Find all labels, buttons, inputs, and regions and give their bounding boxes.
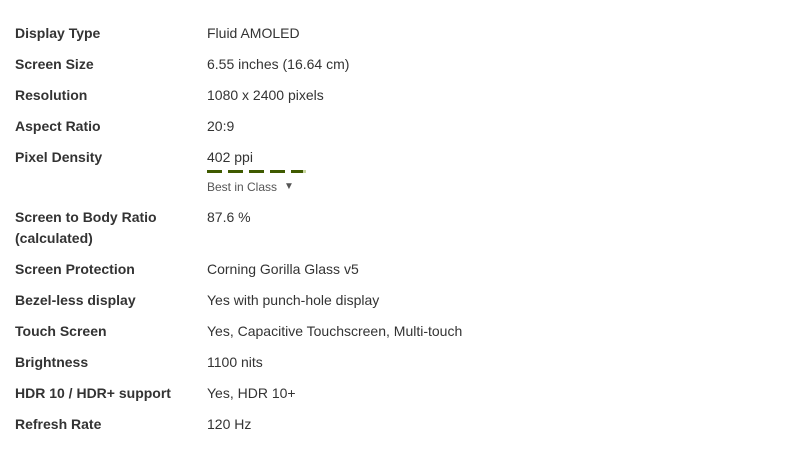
spec-value: 87.6 % — [207, 209, 251, 225]
rating-segment — [207, 169, 222, 173]
spec-row-screen-to-body: Screen to Body Ratio (calculated) 87.6 % — [15, 207, 797, 249]
spec-row-bezel-less: Bezel-less display Yes with punch-hole d… — [15, 290, 797, 311]
spec-label: Screen to Body Ratio (calculated) — [15, 209, 157, 246]
best-in-class-dropdown[interactable]: Best in Class ▼ — [207, 179, 294, 195]
rating-segment — [270, 169, 285, 173]
spec-value: Yes, HDR 10+ — [207, 385, 296, 401]
rating-segment — [291, 169, 303, 173]
spec-row-resolution: Resolution 1080 x 2400 pixels — [15, 85, 797, 106]
spec-label: Display Type — [15, 25, 101, 41]
caret-down-icon: ▼ — [284, 181, 294, 192]
spec-value: 20:9 — [207, 118, 235, 134]
spec-value: 1100 nits — [207, 354, 263, 370]
rating-bar — [207, 169, 797, 173]
spec-label: Screen Protection — [15, 261, 135, 277]
spec-value: 402 ppi — [207, 149, 253, 165]
spec-row-aspect-ratio: Aspect Ratio 20:9 — [15, 116, 797, 137]
spec-label: Screen Size — [15, 56, 94, 72]
spec-row-display-type: Display Type Fluid AMOLED — [15, 23, 797, 44]
spec-row-refresh-rate: Refresh Rate 120 Hz — [15, 414, 797, 435]
spec-row-pixel-density: Pixel Density 402 ppi Best in Class ▼ — [15, 147, 797, 197]
class-badge-label: Best in Class — [207, 180, 278, 194]
spec-label: Touch Screen — [15, 323, 107, 339]
spec-value: Fluid AMOLED — [207, 25, 300, 41]
spec-label: Brightness — [15, 354, 89, 370]
spec-value: Yes with punch-hole display — [207, 292, 380, 308]
spec-value-group: 402 ppi Best in Class ▼ — [207, 147, 797, 197]
spec-label: Refresh Rate — [15, 416, 102, 432]
spec-value: Corning Gorilla Glass v5 — [207, 261, 359, 277]
spec-row-brightness: Brightness 1100 nits — [15, 352, 797, 373]
rating-segment-empty — [303, 169, 306, 173]
spec-value: 6.55 inches (16.64 cm) — [207, 56, 350, 72]
spec-label: Resolution — [15, 87, 88, 103]
display-spec-table: Display Type Fluid AMOLED Screen Size 6.… — [15, 23, 797, 435]
spec-label: HDR 10 / HDR+ support — [15, 385, 171, 401]
rating-segment — [228, 169, 243, 173]
spec-row-screen-size: Screen Size 6.55 inches (16.64 cm) — [15, 54, 797, 75]
spec-row-touch-screen: Touch Screen Yes, Capacitive Touchscreen… — [15, 321, 797, 342]
spec-row-screen-protection: Screen Protection Corning Gorilla Glass … — [15, 259, 797, 280]
rating-segment — [249, 169, 264, 173]
spec-value: Yes, Capacitive Touchscreen, Multi-touch — [207, 323, 463, 339]
spec-label: Pixel Density — [15, 149, 103, 165]
spec-label: Bezel-less display — [15, 292, 136, 308]
spec-value: 1080 x 2400 pixels — [207, 87, 324, 103]
spec-label: Aspect Ratio — [15, 118, 101, 134]
spec-value: 120 Hz — [207, 416, 252, 432]
spec-row-hdr: HDR 10 / HDR+ support Yes, HDR 10+ — [15, 383, 797, 404]
